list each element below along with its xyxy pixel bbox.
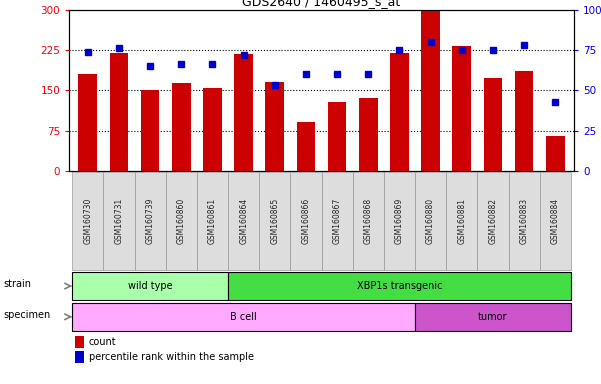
Text: wild type: wild type — [128, 281, 172, 291]
Bar — [103, 172, 135, 270]
Text: GSM160861: GSM160861 — [208, 198, 217, 244]
Text: specimen: specimen — [3, 310, 50, 320]
Text: tumor: tumor — [478, 312, 508, 322]
Bar — [166, 172, 197, 270]
Bar — [234, 54, 253, 171]
Text: count: count — [89, 337, 117, 347]
Bar — [453, 46, 471, 171]
Text: GSM160866: GSM160866 — [302, 198, 311, 244]
Bar — [546, 136, 564, 171]
Bar — [384, 172, 415, 270]
Bar — [141, 90, 159, 171]
Bar — [266, 82, 284, 171]
Text: B cell: B cell — [230, 312, 257, 322]
Text: GSM160868: GSM160868 — [364, 198, 373, 244]
Text: GSM160867: GSM160867 — [332, 198, 341, 244]
Bar — [297, 122, 316, 171]
Bar — [477, 172, 508, 270]
Text: GSM160730: GSM160730 — [84, 198, 93, 244]
Text: GSM160864: GSM160864 — [239, 198, 248, 244]
Bar — [135, 172, 166, 270]
Bar — [540, 172, 571, 270]
Text: GSM160881: GSM160881 — [457, 198, 466, 244]
Text: XBP1s transgenic: XBP1s transgenic — [356, 281, 442, 291]
Text: percentile rank within the sample: percentile rank within the sample — [89, 352, 254, 362]
Text: GSM160865: GSM160865 — [270, 198, 279, 244]
Bar — [172, 83, 191, 171]
Text: GSM160731: GSM160731 — [114, 198, 123, 244]
Bar — [446, 172, 477, 270]
Bar — [353, 172, 384, 270]
Bar — [322, 172, 353, 270]
Text: GSM160882: GSM160882 — [489, 198, 498, 244]
Text: GSM160884: GSM160884 — [551, 198, 560, 244]
Bar — [259, 172, 290, 270]
Bar — [109, 53, 129, 171]
Bar — [328, 102, 346, 171]
Bar — [72, 272, 228, 300]
Bar — [415, 172, 446, 270]
Bar — [290, 172, 322, 270]
Text: GSM160869: GSM160869 — [395, 198, 404, 244]
Text: GSM160880: GSM160880 — [426, 198, 435, 244]
Bar — [508, 172, 540, 270]
Bar — [203, 88, 222, 171]
Bar — [79, 74, 97, 171]
Bar — [228, 272, 571, 300]
Bar — [359, 98, 377, 171]
Bar — [228, 172, 259, 270]
Title: GDS2640 / 1460495_s_at: GDS2640 / 1460495_s_at — [242, 0, 401, 8]
Text: strain: strain — [3, 279, 31, 289]
Bar — [72, 172, 103, 270]
Text: GSM160860: GSM160860 — [177, 198, 186, 244]
Text: GSM160883: GSM160883 — [520, 198, 529, 244]
Bar — [415, 303, 571, 331]
Bar — [72, 303, 415, 331]
Bar — [514, 71, 534, 171]
Bar — [390, 53, 409, 171]
Bar — [484, 78, 502, 171]
Text: GSM160739: GSM160739 — [145, 198, 154, 244]
Bar — [421, 11, 440, 171]
Bar — [197, 172, 228, 270]
